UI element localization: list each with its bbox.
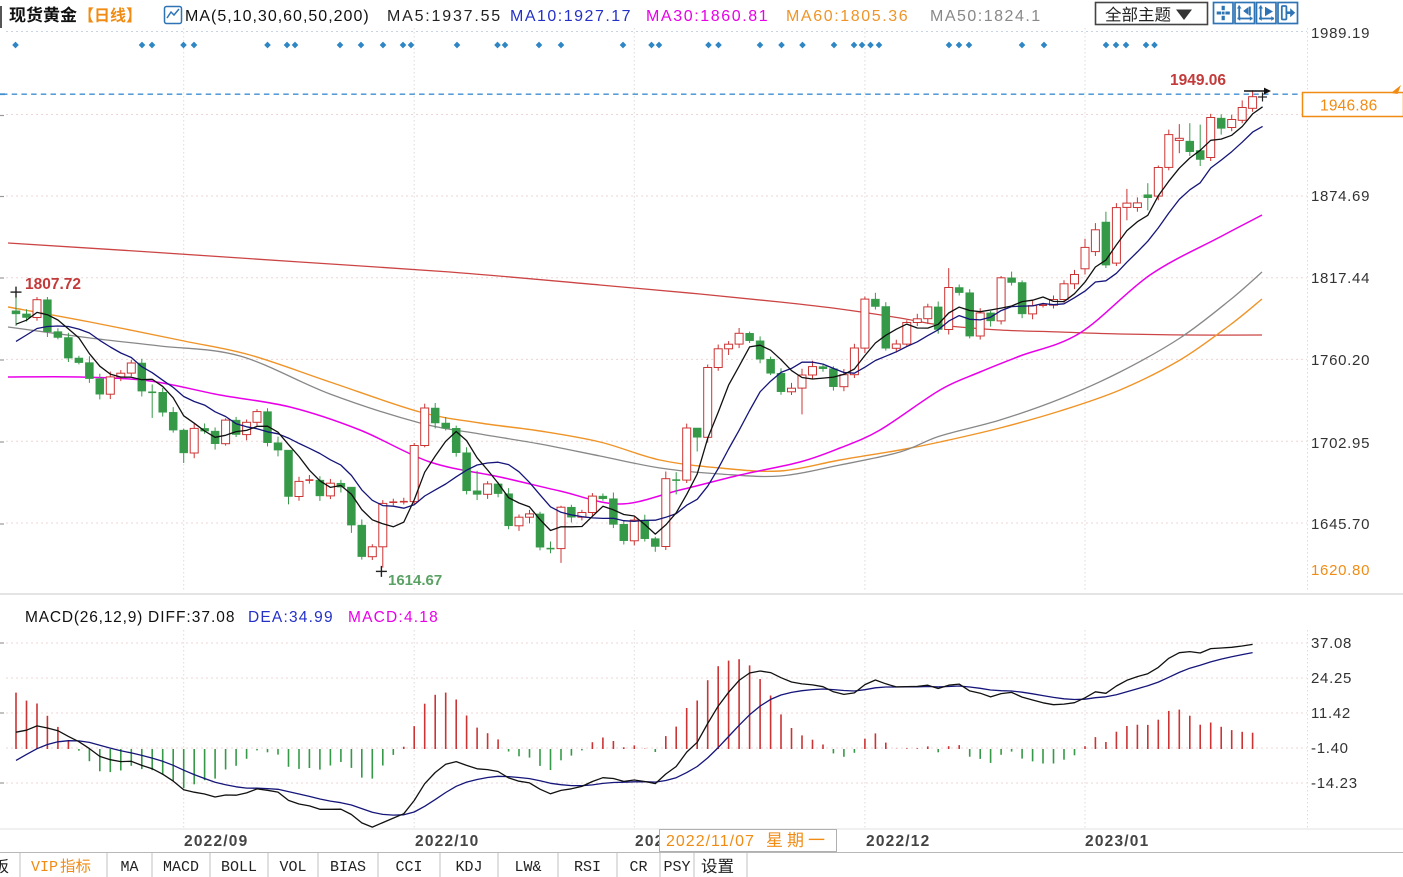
svg-text:1874.69: 1874.69 — [1311, 188, 1370, 205]
svg-text:1614.67: 1614.67 — [388, 572, 442, 589]
svg-text:MA(5,10,30,60,50,200): MA(5,10,30,60,50,200) — [185, 8, 370, 25]
svg-text:VIP: VIP — [31, 859, 58, 876]
svg-text:CR: CR — [629, 859, 647, 876]
svg-text:BIAS: BIAS — [330, 859, 366, 876]
svg-text:37.08: 37.08 — [1311, 635, 1352, 652]
svg-text:MA50:1824.1: MA50:1824.1 — [930, 8, 1042, 25]
svg-text:1807.72: 1807.72 — [25, 276, 81, 293]
svg-text:-14.23: -14.23 — [1311, 775, 1358, 792]
svg-text:1645.70: 1645.70 — [1311, 516, 1370, 533]
svg-text:1702.95: 1702.95 — [1311, 435, 1370, 452]
svg-text:KDJ: KDJ — [455, 859, 482, 876]
svg-text:BOLL: BOLL — [221, 859, 257, 876]
svg-text:RSI: RSI — [574, 859, 601, 876]
svg-text:2023/01: 2023/01 — [1085, 833, 1149, 850]
svg-text:2022/11/07: 2022/11/07 — [666, 833, 755, 850]
svg-text:11.42: 11.42 — [1311, 705, 1351, 722]
svg-text:1760.20: 1760.20 — [1311, 352, 1370, 369]
svg-text:VOL: VOL — [279, 859, 306, 876]
svg-text:MACD:4.18: MACD:4.18 — [348, 609, 439, 626]
svg-text:1946.86: 1946.86 — [1320, 98, 1377, 115]
svg-text:24.25: 24.25 — [1311, 670, 1352, 687]
svg-text:1620.80: 1620.80 — [1311, 562, 1370, 579]
svg-text:DIFF:37.08: DIFF:37.08 — [148, 609, 236, 626]
svg-text:2022/10: 2022/10 — [415, 833, 479, 850]
svg-text:2022/12: 2022/12 — [866, 833, 930, 850]
svg-text:LW&: LW& — [514, 859, 541, 876]
svg-text:MACD: MACD — [163, 859, 199, 876]
svg-text:MA: MA — [120, 859, 138, 876]
svg-text:1989.19: 1989.19 — [1311, 25, 1370, 42]
svg-text:MA5:1937.55: MA5:1937.55 — [387, 8, 502, 25]
svg-text:MA10:1927.17: MA10:1927.17 — [510, 8, 632, 25]
svg-text:CCI: CCI — [395, 859, 422, 876]
svg-text:-1.40: -1.40 — [1311, 740, 1349, 757]
svg-text:PSY: PSY — [663, 859, 690, 876]
svg-text:MA60:1805.36: MA60:1805.36 — [786, 8, 909, 25]
svg-text:1949.06: 1949.06 — [1170, 72, 1226, 89]
svg-text:MACD(26,12,9): MACD(26,12,9) — [25, 609, 143, 626]
svg-text:MA30:1860.81: MA30:1860.81 — [646, 8, 769, 25]
svg-text:2022/09: 2022/09 — [184, 833, 248, 850]
svg-text:1817.44: 1817.44 — [1311, 270, 1370, 287]
svg-text:DEA:34.99: DEA:34.99 — [248, 609, 334, 626]
